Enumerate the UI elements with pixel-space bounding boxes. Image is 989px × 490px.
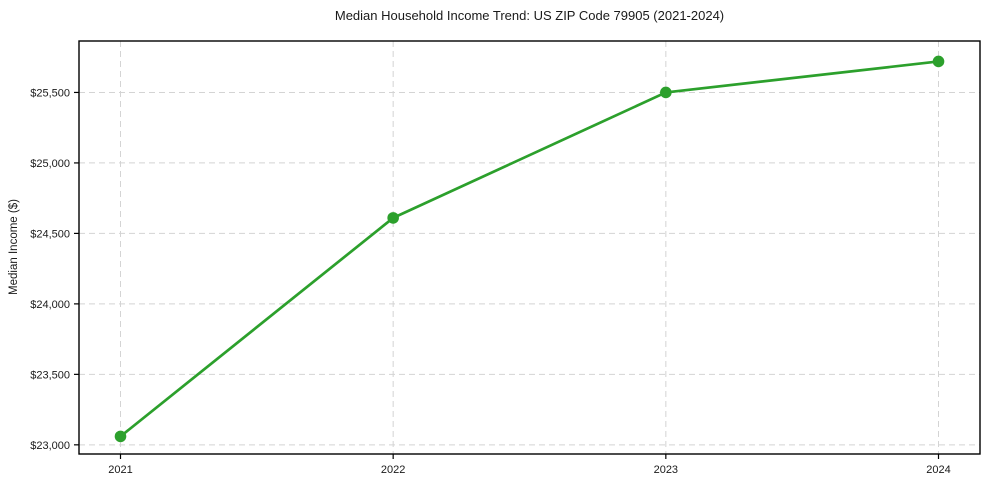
y-tick-label: $24,500 [30, 228, 70, 240]
y-tick-label: $25,000 [30, 158, 70, 170]
x-tick-label: 2023 [654, 464, 678, 476]
y-tick-label: $25,500 [30, 87, 70, 99]
data-point [932, 55, 945, 68]
chart-title: Median Household Income Trend: US ZIP Co… [334, 8, 725, 23]
y-tick-label: $24,000 [30, 299, 70, 311]
plot-background [79, 41, 980, 454]
data-point [387, 212, 399, 224]
data-line [119, 60, 940, 438]
y-tick-label: $23,000 [30, 440, 70, 452]
y-tick-label: $23,500 [30, 369, 70, 381]
x-tick-label: 2021 [108, 464, 132, 476]
plot-border [78, 40, 981, 455]
data-point [114, 430, 127, 443]
x-tick-label: 2022 [381, 464, 405, 476]
data-point [660, 86, 672, 99]
x-tick-label: 2024 [926, 464, 950, 476]
